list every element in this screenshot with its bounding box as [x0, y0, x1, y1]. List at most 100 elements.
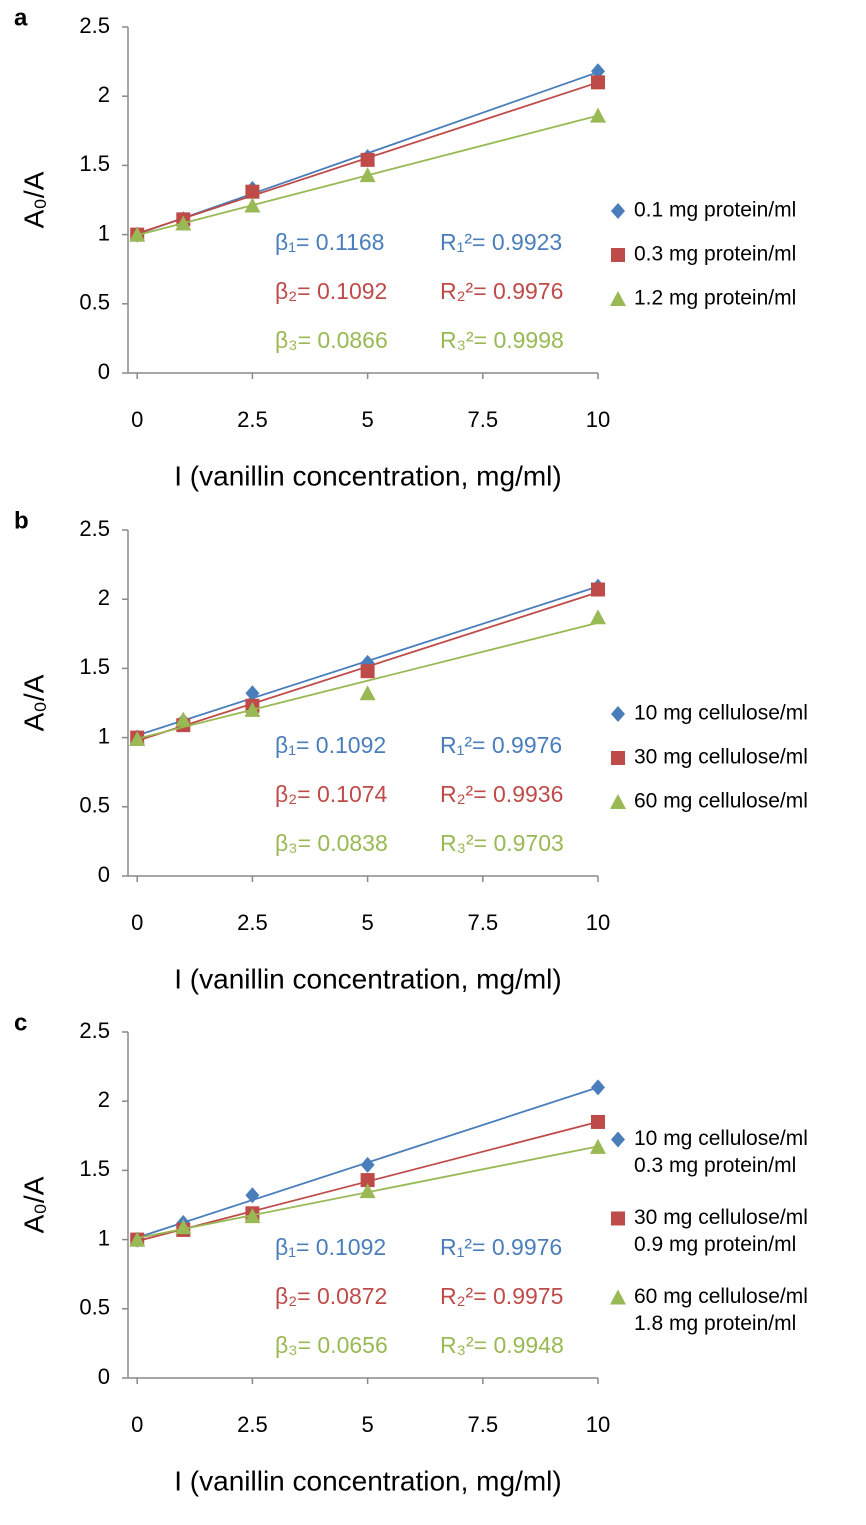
- annotation-beta: β₃= 0.0866: [275, 327, 388, 353]
- data-point: [591, 1114, 605, 1129]
- data-point: [129, 226, 146, 242]
- y-tick-label: 1.5: [79, 1156, 110, 1181]
- legend-marker: [611, 1131, 625, 1148]
- x-axis-label: I (vanillin concentration, mg/ml): [174, 460, 561, 491]
- annotation-r2: R₁²= 0.9923: [440, 229, 562, 255]
- legend-label: 60 mg cellulose/ml: [634, 790, 808, 813]
- legend-label: 0.3 mg protein/ml: [634, 1154, 796, 1177]
- legend-label: 10 mg cellulose/ml: [634, 1127, 808, 1150]
- annotation-r2: R₂²= 0.9975: [440, 1283, 563, 1309]
- legend-marker: [611, 1211, 625, 1226]
- data-point: [591, 75, 605, 90]
- data-point: [360, 1173, 375, 1188]
- x-tick-label: 5: [361, 1412, 373, 1437]
- annotation-r2: R₁²= 0.9976: [440, 732, 562, 758]
- data-point: [360, 1156, 375, 1173]
- y-tick-label: 1: [98, 220, 110, 245]
- y-tick-label: 2.5: [79, 516, 110, 541]
- y-axis-label: A₀/A: [18, 674, 49, 731]
- annotation-beta: β₂= 0.1092: [275, 278, 387, 304]
- legend-label: 0.9 mg protein/ml: [634, 1233, 796, 1256]
- y-tick-label: 1: [98, 723, 110, 748]
- data-point: [175, 215, 192, 231]
- y-tick-label: 1.5: [79, 151, 110, 176]
- data-point: [129, 730, 146, 746]
- x-tick-label: 2.5: [237, 1412, 268, 1437]
- x-tick-label: 10: [586, 910, 610, 935]
- y-tick-label: 0.5: [79, 1295, 110, 1320]
- x-tick-label: 0: [131, 910, 143, 935]
- panel-label: b: [14, 507, 29, 534]
- data-point: [591, 1079, 605, 1096]
- annotation-beta: β₃= 0.0838: [275, 830, 388, 856]
- data-point: [591, 582, 605, 597]
- annotation-r2: R₁²= 0.9976: [440, 1234, 562, 1260]
- data-point: [244, 701, 261, 717]
- x-tick-label: 7.5: [468, 910, 499, 935]
- data-point: [590, 107, 606, 123]
- x-tick-label: 5: [361, 407, 373, 432]
- data-point: [591, 63, 605, 80]
- legend-label: 30 mg cellulose/ml: [634, 1206, 808, 1229]
- legend-label: 1.8 mg protein/ml: [634, 1312, 796, 1335]
- y-tick-label: 0: [98, 862, 110, 887]
- annotation-r2: R₃²= 0.9948: [440, 1332, 564, 1358]
- y-tick-label: 0: [98, 359, 110, 384]
- data-point: [359, 167, 376, 183]
- y-tick-label: 0.5: [79, 793, 110, 818]
- y-tick-label: 2: [98, 82, 110, 107]
- annotation-beta: β₁= 0.1168: [275, 229, 384, 255]
- panel-label: a: [14, 4, 28, 31]
- legend-label: 30 mg cellulose/ml: [634, 746, 808, 769]
- annotation-r2: R₂²= 0.9936: [440, 781, 563, 807]
- data-point: [245, 1187, 260, 1204]
- annotation-r2: R₃²= 0.9703: [440, 830, 564, 856]
- x-tick-label: 2.5: [237, 910, 268, 935]
- y-tick-label: 2: [98, 585, 110, 610]
- data-point: [175, 711, 192, 727]
- legend-marker: [610, 291, 626, 306]
- legend-marker: [610, 1289, 626, 1305]
- legend-label: 0.1 mg protein/ml: [634, 199, 796, 222]
- trendline: [136, 621, 599, 740]
- legend-label: 1.2 mg protein/ml: [634, 287, 796, 310]
- x-tick-label: 7.5: [468, 1412, 499, 1437]
- legend-marker: [611, 751, 625, 765]
- data-point: [244, 197, 261, 213]
- panel-label: c: [14, 1009, 27, 1036]
- legend-label: 60 mg cellulose/ml: [634, 1285, 808, 1308]
- x-tick-label: 0: [131, 407, 143, 432]
- data-point: [359, 1183, 376, 1199]
- data-point: [129, 1231, 146, 1247]
- legend-marker: [611, 203, 625, 219]
- data-point: [359, 685, 376, 701]
- data-point: [360, 664, 375, 679]
- y-axis-label: A₀/A: [18, 1176, 49, 1233]
- x-axis-label: I (vanillin concentration, mg/ml): [174, 963, 561, 994]
- annotation-r2: R₂²= 0.9976: [440, 278, 563, 304]
- y-tick-label: 1.5: [79, 654, 110, 679]
- x-tick-label: 10: [586, 407, 610, 432]
- x-tick-label: 0: [131, 1412, 143, 1437]
- legend-label: 10 mg cellulose/ml: [634, 702, 808, 725]
- annotation-r2: R₃²= 0.9998: [440, 327, 564, 353]
- y-tick-label: 2: [98, 1087, 110, 1112]
- annotation-beta: β₃= 0.0656: [275, 1332, 388, 1358]
- annotation-beta: β₂= 0.1074: [275, 781, 388, 807]
- y-tick-label: 2.5: [79, 1018, 110, 1043]
- y-tick-label: 0: [98, 1364, 110, 1389]
- y-axis-label: A₀/A: [18, 171, 49, 228]
- annotation-beta: β₂= 0.0872: [275, 1283, 387, 1309]
- x-tick-label: 2.5: [237, 407, 268, 432]
- y-tick-label: 2.5: [79, 13, 110, 38]
- legend-marker: [611, 706, 625, 722]
- data-point: [175, 1219, 192, 1235]
- y-tick-label: 1: [98, 1225, 110, 1250]
- data-point: [245, 685, 260, 702]
- annotation-beta: β₁= 0.1092: [275, 732, 386, 758]
- data-point: [590, 1138, 606, 1154]
- x-tick-label: 10: [586, 1412, 610, 1437]
- legend-marker: [611, 248, 625, 262]
- y-tick-label: 0.5: [79, 290, 110, 315]
